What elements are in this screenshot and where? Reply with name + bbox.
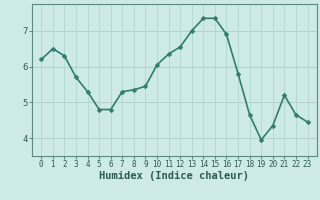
X-axis label: Humidex (Indice chaleur): Humidex (Indice chaleur) — [100, 171, 249, 181]
